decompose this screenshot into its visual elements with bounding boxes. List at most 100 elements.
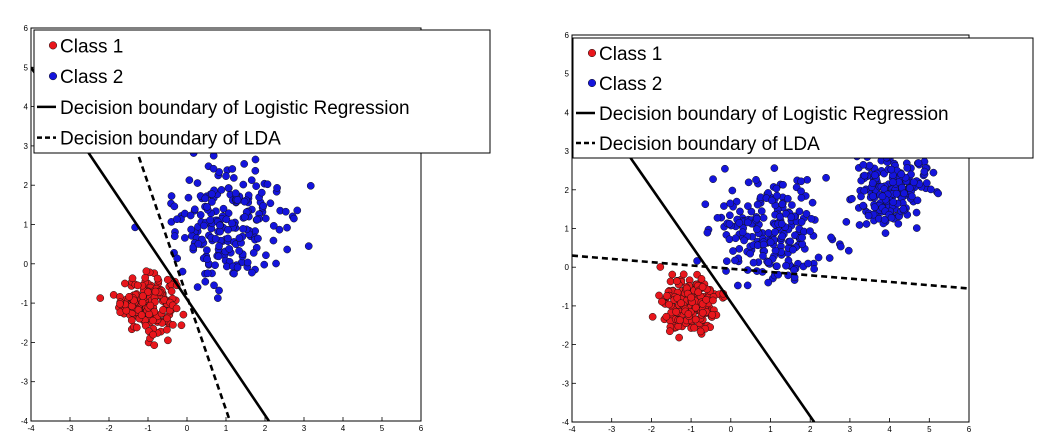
- lda-boundary-line: [572, 254, 969, 290]
- legend: Class 1 Class 2 Decision boundary of Logis…: [572, 37, 1034, 159]
- scatter-point: [145, 310, 153, 319]
- scatter-point: [759, 214, 768, 222]
- scatter-point: [262, 251, 270, 260]
- scatter-point: [208, 190, 216, 198]
- scatter-point: [721, 164, 729, 173]
- scatter-point: [206, 216, 215, 224]
- scatter-point: [209, 164, 218, 173]
- scatter-point: [673, 277, 681, 286]
- scatter-point: [934, 189, 943, 198]
- scatter-point: [864, 211, 873, 220]
- scatter-point: [293, 206, 302, 215]
- scatter-point: [304, 242, 313, 250]
- scatter-point: [243, 258, 252, 267]
- legend-entry-label: Class 1: [599, 44, 662, 65]
- scatter-point: [190, 205, 199, 214]
- scatter-point: [842, 218, 851, 226]
- x-tick-label: -1: [688, 425, 696, 434]
- scatter-point: [779, 180, 787, 189]
- scatter-point: [880, 185, 889, 193]
- scatter-point: [753, 200, 762, 209]
- scatter-point: [848, 194, 856, 203]
- scatter-point: [752, 175, 760, 184]
- y-tick-label: -1: [562, 302, 570, 311]
- scatter-point: [889, 198, 898, 206]
- scatter-point: [743, 218, 752, 227]
- scatter-point: [219, 204, 228, 213]
- y-tick-label: 6: [24, 24, 29, 33]
- x-tick-label: 5: [380, 424, 385, 433]
- scatter-point: [668, 270, 677, 279]
- scatter-point: [725, 211, 734, 220]
- scatter-point: [870, 203, 879, 212]
- scatter-point: [787, 213, 796, 222]
- scatter-point: [201, 194, 210, 203]
- x-tick-label: 0: [185, 424, 190, 433]
- scatter-point: [927, 185, 935, 194]
- legend-entry-label: Decision boundary of Logistic Regression: [599, 104, 949, 125]
- scatter-point: [254, 234, 262, 243]
- scatter-point: [215, 286, 223, 295]
- x-tick-label: 6: [967, 425, 972, 434]
- scatter-point: [702, 295, 711, 304]
- x-tick-label: 0: [729, 425, 734, 434]
- x-tick-label: -3: [66, 424, 74, 433]
- scatter-point: [855, 221, 864, 229]
- scatter-point: [749, 258, 758, 267]
- scatter-point: [797, 177, 805, 186]
- scatter-point: [177, 321, 186, 330]
- scatter-point: [759, 240, 768, 249]
- scatter-point: [827, 233, 835, 242]
- y-tick-label: -2: [21, 338, 29, 347]
- scatter-point: [167, 192, 176, 200]
- x-tick-label: 1: [768, 425, 773, 434]
- scatter-point: [283, 245, 292, 254]
- scatter-point: [731, 256, 739, 265]
- scatter-point: [186, 211, 195, 220]
- x-tick-label: 4: [887, 425, 892, 434]
- scatter-point: [862, 220, 871, 228]
- scatter-point: [137, 311, 146, 319]
- scatter-point: [266, 199, 275, 208]
- scatter-point: [773, 191, 781, 200]
- scatter-point: [909, 178, 918, 187]
- scatter-point: [149, 316, 157, 325]
- scatter-point: [868, 179, 877, 187]
- scatter-point: [728, 186, 737, 195]
- legend-marker: [587, 78, 597, 88]
- scatter-point: [240, 197, 249, 206]
- scatter-point: [903, 164, 912, 172]
- scatter-point: [778, 200, 787, 209]
- y-tick-label: 1: [24, 221, 29, 230]
- scatter-point: [746, 249, 755, 258]
- x-tick-label: 4: [341, 424, 346, 433]
- scatter-point: [860, 171, 869, 180]
- scatter-point: [770, 164, 779, 172]
- scatter-point: [789, 245, 797, 254]
- scatter-point: [138, 298, 147, 307]
- scatter-point: [771, 228, 779, 236]
- scatter-point: [900, 189, 908, 198]
- scatter-point: [217, 186, 226, 194]
- scatter-point: [257, 188, 266, 197]
- scatter-point: [807, 214, 816, 223]
- scatter-point: [871, 171, 879, 180]
- legend-entry-label: Class 1: [60, 36, 123, 57]
- scatter-point: [676, 316, 684, 325]
- scatter-point: [269, 236, 278, 245]
- y-tick-label: 2: [24, 181, 29, 190]
- scatter-point: [806, 227, 814, 235]
- x-tick-label: -2: [648, 425, 656, 434]
- scatter-point: [253, 215, 261, 224]
- scatter-point: [920, 167, 929, 176]
- scatter-point: [283, 223, 291, 232]
- scatter-point: [914, 159, 923, 167]
- scatter-point: [216, 221, 224, 230]
- y-tick-label: -1: [21, 299, 29, 308]
- scatter-point: [744, 178, 753, 187]
- legend-entry-label: Decision boundary of Logistic Regression: [60, 98, 410, 119]
- scatter-point: [185, 176, 194, 184]
- scatter-point: [814, 253, 823, 262]
- scatter-point: [744, 202, 752, 210]
- scatter-point: [144, 288, 152, 296]
